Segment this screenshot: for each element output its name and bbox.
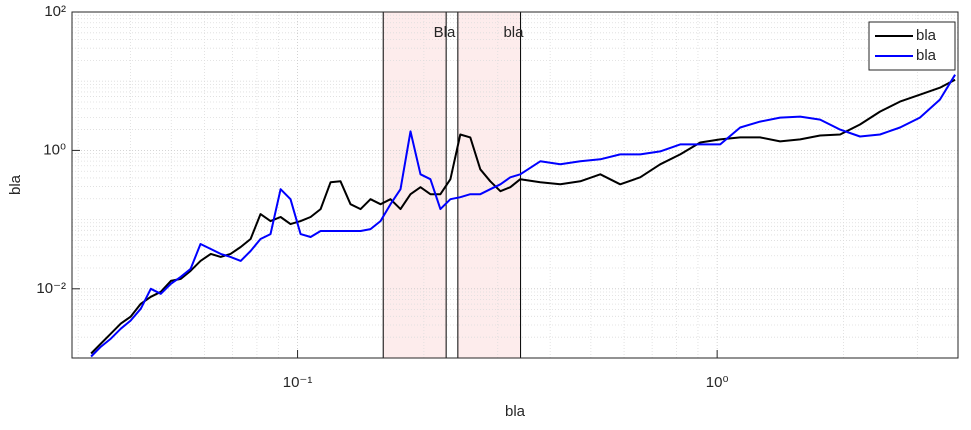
y-tick-label: 10²	[44, 3, 66, 20]
x-tick-label: 10⁻¹	[283, 374, 313, 391]
annotation: Bla	[434, 24, 456, 41]
shaded-region	[383, 12, 447, 358]
shaded-region	[457, 12, 521, 358]
annotation: bla	[503, 24, 524, 41]
legend-box	[868, 21, 956, 71]
x-tick-label: 10⁰	[706, 374, 729, 391]
series-line	[90, 78, 956, 355]
y-axis-label: bla	[7, 174, 24, 195]
series-line	[90, 74, 956, 358]
axes-box	[71, 11, 959, 359]
plot-lines	[90, 74, 956, 358]
y-tick-label: 10⁻²	[36, 280, 66, 297]
legend-label: bla	[916, 27, 937, 44]
x-axis-label: bla	[505, 403, 526, 420]
y-tick-label: 10⁰	[43, 141, 66, 158]
legend-label: bla	[916, 47, 937, 64]
